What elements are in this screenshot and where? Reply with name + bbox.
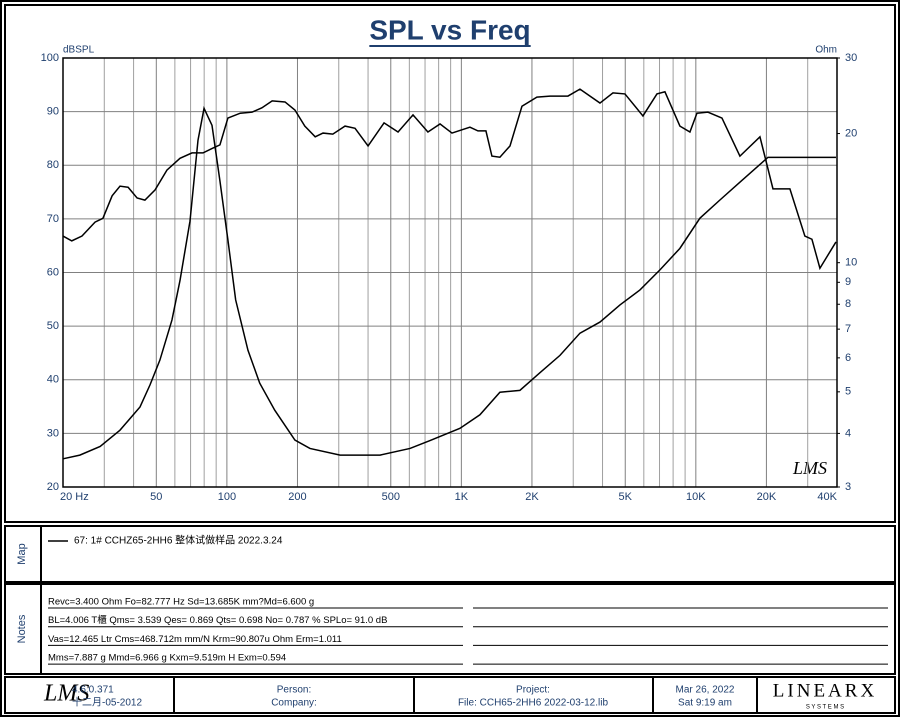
series-line — [62, 105, 836, 460]
series-line — [62, 88, 837, 271]
plot-frame — [62, 57, 838, 488]
x-tick-label: 1K — [455, 491, 469, 503]
y-tick-label: 50 — [47, 320, 59, 332]
y2-tick-label: 10 — [845, 257, 857, 269]
x-tick-label: 500 — [382, 491, 400, 503]
project: Project: — [516, 685, 550, 696]
y2-tick-label: 30 — [845, 52, 857, 64]
y-tick-label: 20 — [47, 481, 59, 493]
y2-tick-label: 9 — [845, 276, 851, 288]
footer-logo: LMS — [43, 681, 89, 707]
build-date: 十二月-05-2012 — [72, 696, 142, 709]
y2-tick-label: 6 — [845, 352, 851, 364]
x-tick-label: 2K — [525, 491, 539, 503]
brand-sub: S Y S T E M S — [806, 705, 844, 711]
person: Person: — [277, 685, 311, 696]
file: File: CCH65-2HH6 2022-03-12.lib — [458, 698, 609, 709]
y2-axis-label: Ohm — [815, 45, 837, 56]
note-line: BL=4.006 T櫃 Qms= 3.539 Qes= 0.869 Qts= 0… — [48, 614, 387, 626]
watermark: LMS — [792, 458, 827, 478]
y-tick-label: 100 — [41, 52, 59, 64]
y-tick-label: 40 — [47, 374, 59, 386]
y-axis-label: dBSPL — [63, 45, 95, 56]
x-tick-label: 20 Hz — [60, 491, 89, 503]
y-tick-label: 70 — [47, 213, 59, 225]
legend-entry: 67: 1# CCHZ65-2HH6 整体试做样品 2022.3.24 — [74, 534, 283, 547]
x-tick-label: 20K — [757, 491, 777, 503]
x-tick-label: 5K — [619, 491, 633, 503]
chart-title: SPL vs Freq — [369, 14, 530, 45]
x-tick-label: 40K — [817, 491, 837, 503]
note-line: Mms=7.887 g Mmd=6.966 g Kxm=9.519m H Exm… — [48, 653, 286, 664]
y2-tick-label: 4 — [845, 427, 851, 439]
company: Company: — [271, 698, 317, 709]
y2-tick-label: 5 — [845, 386, 851, 398]
y-tick-label: 30 — [47, 427, 59, 439]
y-tick-label: 80 — [47, 159, 59, 171]
time: Sat 9:19 am — [678, 698, 732, 709]
y2-tick-label: 3 — [845, 481, 851, 493]
x-tick-label: 10K — [686, 491, 706, 503]
footer-panel — [4, 676, 896, 714]
y-tick-label: 90 — [47, 106, 59, 118]
y-tick-label: 60 — [47, 266, 59, 278]
plot-panel — [4, 4, 896, 523]
x-tick-label: 50 — [150, 491, 162, 503]
date: Mar 26, 2022 — [676, 685, 735, 696]
y2-tick-label: 8 — [845, 298, 851, 310]
x-tick-label: 200 — [288, 491, 306, 503]
note-line: Vas=12.465 Ltr Cms=468.712m mm/N Krm=90.… — [48, 634, 342, 645]
brand: LINEARX — [773, 680, 877, 701]
map-label: Map — [16, 543, 28, 564]
y2-tick-label: 7 — [845, 323, 851, 335]
version: 4.6.0.371 — [72, 685, 114, 696]
notes-label: Notes — [16, 614, 28, 643]
x-tick-label: 100 — [218, 491, 236, 503]
notes-panel — [4, 583, 896, 675]
map-panel — [4, 525, 896, 583]
y2-tick-label: 20 — [845, 127, 857, 139]
note-line: Revc=3.400 Ohm Fo=82.777 Hz Sd=13.685K m… — [48, 597, 314, 608]
